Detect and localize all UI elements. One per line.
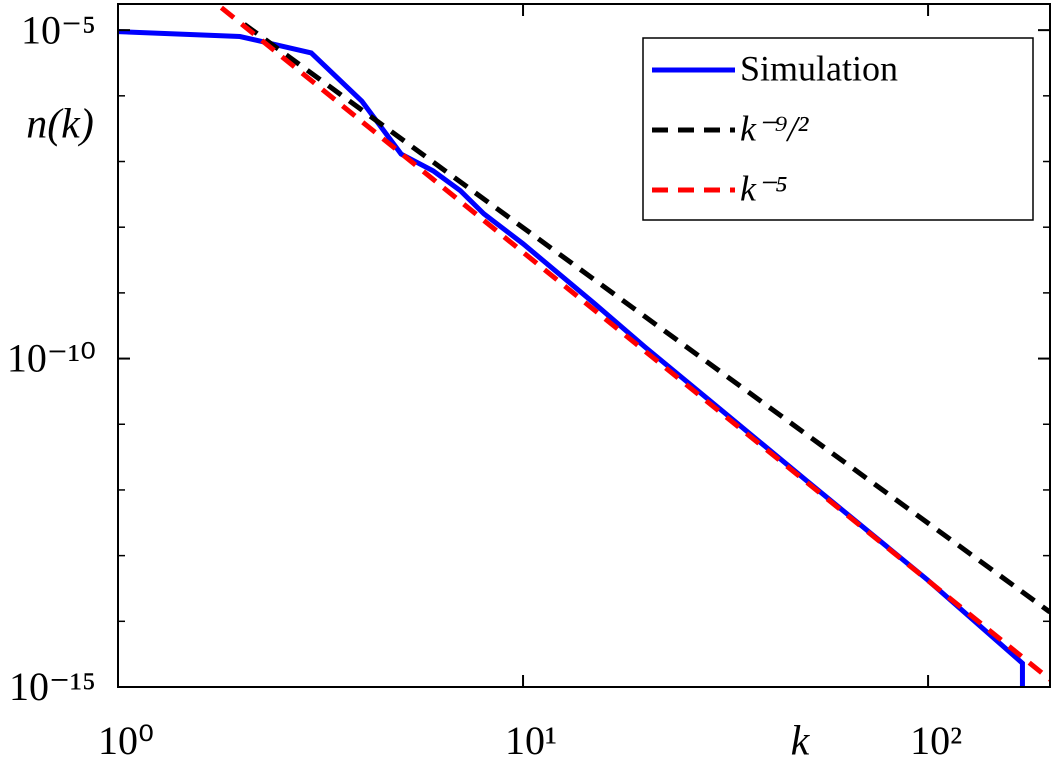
series-line — [242, 22, 1050, 615]
series-line — [118, 29, 1025, 687]
y-tick-label: 10⁻⁵ — [21, 7, 96, 52]
series-line — [219, 5, 1050, 682]
x-tick-label: 10¹ — [505, 718, 557, 763]
y-axis-label: n(k) — [26, 102, 94, 148]
x-tick-label: 10² — [910, 718, 962, 763]
y-tick-label: 10⁻¹⁰ — [7, 336, 96, 381]
x-tick-label: 10⁰ — [98, 718, 154, 763]
x-axis-label: k — [791, 719, 811, 765]
y-tick-label: 10⁻¹⁵ — [9, 664, 96, 709]
legend-label: k⁻⁵ — [740, 168, 788, 208]
legend-label: Simulation — [740, 48, 898, 88]
axes-frame — [117, 3, 1051, 688]
legend-label: k⁻⁹/² — [740, 108, 809, 148]
plot-area — [118, 5, 1050, 687]
